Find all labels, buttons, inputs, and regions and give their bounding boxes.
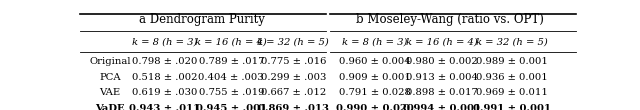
- Text: 0.869 ± .013: 0.869 ± .013: [258, 104, 329, 110]
- Text: 0.404 ± .003: 0.404 ± .003: [198, 73, 264, 82]
- Text: 0.755 ± .019: 0.755 ± .019: [198, 88, 264, 97]
- Text: Original: Original: [89, 57, 131, 66]
- Text: a Dendrogram Purity: a Dendrogram Purity: [139, 14, 264, 27]
- Text: k = 8 (h = 3): k = 8 (h = 3): [342, 38, 408, 47]
- Text: b Moseley-Wang (ratio vs. OPT): b Moseley-Wang (ratio vs. OPT): [356, 14, 543, 27]
- Text: k = 8 (h = 3): k = 8 (h = 3): [132, 38, 197, 47]
- Text: 0.909 ± 0.001: 0.909 ± 0.001: [339, 73, 411, 82]
- Text: 0.960 ± 0.004: 0.960 ± 0.004: [339, 57, 411, 66]
- Text: 0.775 ± .016: 0.775 ± .016: [260, 57, 326, 66]
- Text: k = 16 (h = 4): k = 16 (h = 4): [195, 38, 267, 47]
- Text: 0.913 ± 0.004: 0.913 ± 0.004: [406, 73, 478, 82]
- Text: 0.943 ± .011: 0.943 ± .011: [129, 104, 200, 110]
- Text: PCA: PCA: [99, 73, 120, 82]
- Text: VAE: VAE: [99, 88, 120, 97]
- Text: 0.791 ± 0.028: 0.791 ± 0.028: [339, 88, 411, 97]
- Text: 0.898 ± 0.017: 0.898 ± 0.017: [406, 88, 478, 97]
- Text: 0.798 ± .020: 0.798 ± .020: [132, 57, 197, 66]
- Text: 0.980 ± 0.002: 0.980 ± 0.002: [406, 57, 478, 66]
- Text: 0.518 ± .002: 0.518 ± .002: [132, 73, 197, 82]
- Text: VaDE: VaDE: [95, 104, 125, 110]
- Text: 0.789 ± .017: 0.789 ± .017: [198, 57, 264, 66]
- Text: 0.994 ± 0.001: 0.994 ± 0.001: [403, 104, 481, 110]
- Text: 0.945 ± .001: 0.945 ± .001: [196, 104, 267, 110]
- Text: k = 16 (h = 4): k = 16 (h = 4): [406, 38, 478, 47]
- Text: 0.667 ± .012: 0.667 ± .012: [260, 88, 326, 97]
- Text: 0.990 ± 0.020: 0.990 ± 0.020: [336, 104, 414, 110]
- Text: 0.299 ± .003: 0.299 ± .003: [260, 73, 326, 82]
- Text: 0.936 ± 0.001: 0.936 ± 0.001: [476, 73, 547, 82]
- Text: k = 32 (h = 5): k = 32 (h = 5): [257, 38, 329, 47]
- Text: 0.989 ± 0.001: 0.989 ± 0.001: [476, 57, 547, 66]
- Text: 0.619 ± .030: 0.619 ± .030: [132, 88, 197, 97]
- Text: k = 32 (h = 5): k = 32 (h = 5): [476, 38, 547, 47]
- Text: 0.969 ± 0.011: 0.969 ± 0.011: [476, 88, 547, 97]
- Text: 0.991 ± 0.001: 0.991 ± 0.001: [472, 104, 550, 110]
